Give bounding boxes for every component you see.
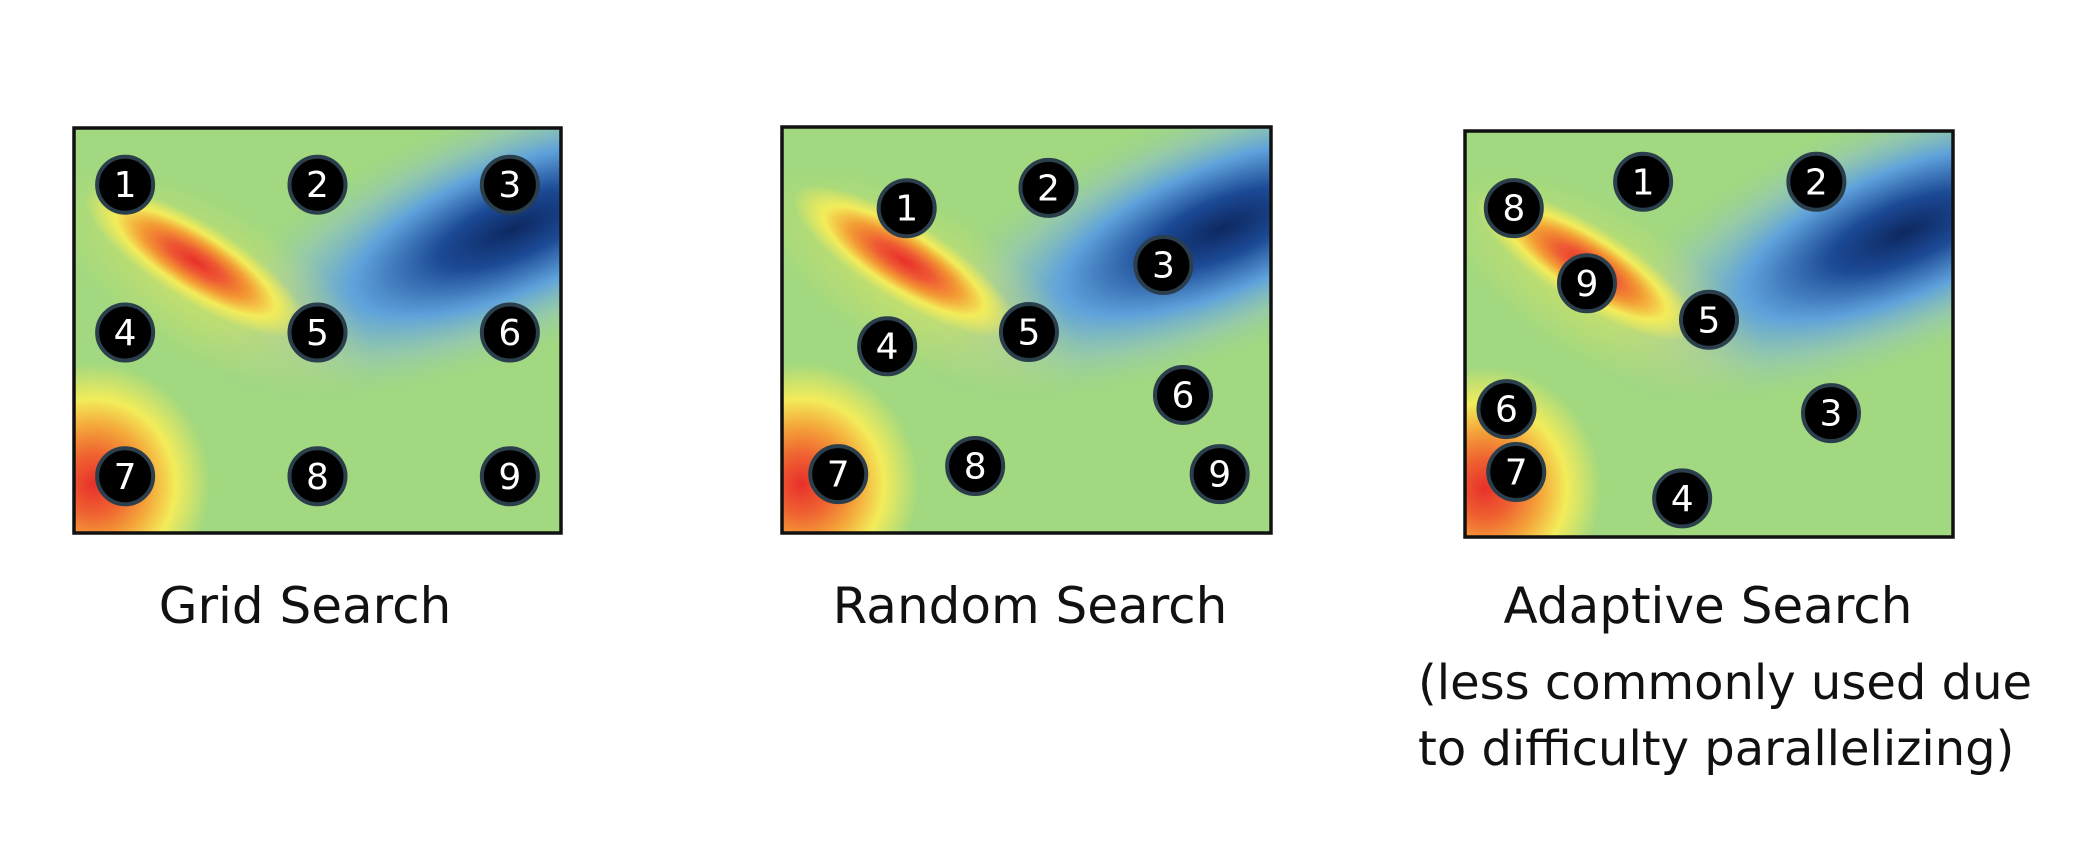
sample-marker [479,446,540,507]
sample-label: 4 [114,313,137,354]
adaptive-panel-frame [1463,129,1955,539]
sample-marker [945,436,1006,497]
grid-search-panel: 1 2 3 4 5 6 7 8 9 [72,126,563,535]
random-search-title: Random Search [832,577,1228,635]
sample-marker [95,154,156,215]
sample-label: 7 [827,455,850,496]
sample-marker [95,302,156,363]
adaptive-sample-point-5: 5 [1679,289,1739,350]
sample-marker [95,446,156,507]
sample-marker [1133,235,1194,296]
grid-sample-point-1: 1 [95,154,156,215]
sample-label: 8 [306,457,329,498]
sample-label: 6 [498,313,521,354]
sample-label: 3 [1152,246,1175,287]
sample-marker [1486,442,1547,503]
random-sample-point-8: 8 [945,436,1006,497]
sample-marker [1786,151,1847,212]
random-sample-point-5: 5 [998,302,1059,363]
sample-marker [1476,379,1537,440]
sample-label: 9 [498,457,521,498]
sample-label: 2 [1805,162,1828,203]
adaptive-note-line-2: to difficulty parallelizing) [1418,721,2015,777]
sample-marker [1679,289,1739,350]
grid-sample-point-2: 2 [287,154,348,215]
adaptive-objective-surface [1465,131,1953,537]
random-sample-point-7: 7 [808,444,869,505]
sample-label: 5 [1017,313,1040,354]
grid-sample-point-6: 6 [479,302,540,363]
random-sample-point-3: 3 [1133,235,1194,296]
sample-marker [287,302,348,363]
sample-label: 4 [1671,479,1694,520]
sample-marker [1652,468,1713,529]
grid-search-title: Grid Search [158,577,452,635]
random-sample-point-6: 6 [1152,364,1213,425]
sample-label: 3 [1820,394,1843,435]
adaptive-sample-point-2: 2 [1786,151,1847,212]
random-sample-point-2: 2 [1018,157,1079,218]
sample-marker [287,154,348,215]
sample-label: 3 [498,165,521,206]
sample-marker [287,446,348,507]
grid-sample-point-3: 3 [479,154,540,215]
sample-label: 1 [1632,162,1655,203]
adaptive-sample-point-1: 1 [1613,151,1674,212]
random-sample-point-9: 9 [1189,444,1250,505]
adaptive-search-panel: 1 2 3 4 5 6 7 8 9 [1463,129,1955,539]
random-sample-point-1: 1 [876,178,937,239]
grid-sample-point-9: 9 [479,446,540,507]
sample-marker [1018,157,1079,218]
sample-label: 5 [1698,300,1721,341]
adaptive-note-line-1: (less commonly used due [1418,655,2033,711]
sample-label: 9 [1208,455,1231,496]
sample-marker [1557,253,1617,314]
adaptive-sample-point-7: 7 [1486,442,1547,503]
sample-marker [808,444,869,505]
grid-panel-frame [72,126,563,535]
adaptive-sample-point-8: 8 [1483,178,1544,239]
sample-marker [479,154,540,215]
adaptive-sample-point-6: 6 [1476,379,1537,440]
sample-marker [998,302,1059,363]
random-search-panel: 1 2 3 4 5 6 7 8 9 [780,125,1273,535]
random-sample-point-4: 4 [857,316,918,377]
sample-label: 1 [114,165,137,206]
sample-marker [1801,383,1861,444]
sample-marker [1483,178,1544,239]
adaptive-sample-point-9: 9 [1557,253,1617,314]
sample-label: 1 [895,189,918,230]
sample-label: 2 [306,165,329,206]
sample-label: 7 [114,457,137,498]
adaptive-sample-point-3: 3 [1801,383,1861,444]
sample-label: 6 [1172,375,1195,416]
adaptive-search-note: (less commonly used due to difficulty pa… [1418,650,2032,782]
sample-label: 5 [306,313,329,354]
grid-sample-point-8: 8 [287,446,348,507]
sample-marker [1152,364,1213,425]
grid-sample-point-4: 4 [95,302,156,363]
sample-label: 8 [1502,189,1525,230]
adaptive-sample-point-4: 4 [1652,468,1713,529]
sample-marker [479,302,540,363]
adaptive-search-title: Adaptive Search [1503,577,1913,635]
sample-label: 9 [1576,264,1599,305]
sample-label: 6 [1495,390,1518,431]
sample-marker [876,178,937,239]
sample-marker [1189,444,1250,505]
sample-label: 2 [1037,168,1060,209]
sample-label: 4 [876,327,899,368]
sample-label: 7 [1505,453,1528,494]
grid-sample-point-5: 5 [287,302,348,363]
random-panel-frame [780,125,1273,535]
sample-marker [1613,151,1674,212]
grid-sample-point-7: 7 [95,446,156,507]
sample-label: 8 [964,447,987,488]
sample-marker [857,316,918,377]
